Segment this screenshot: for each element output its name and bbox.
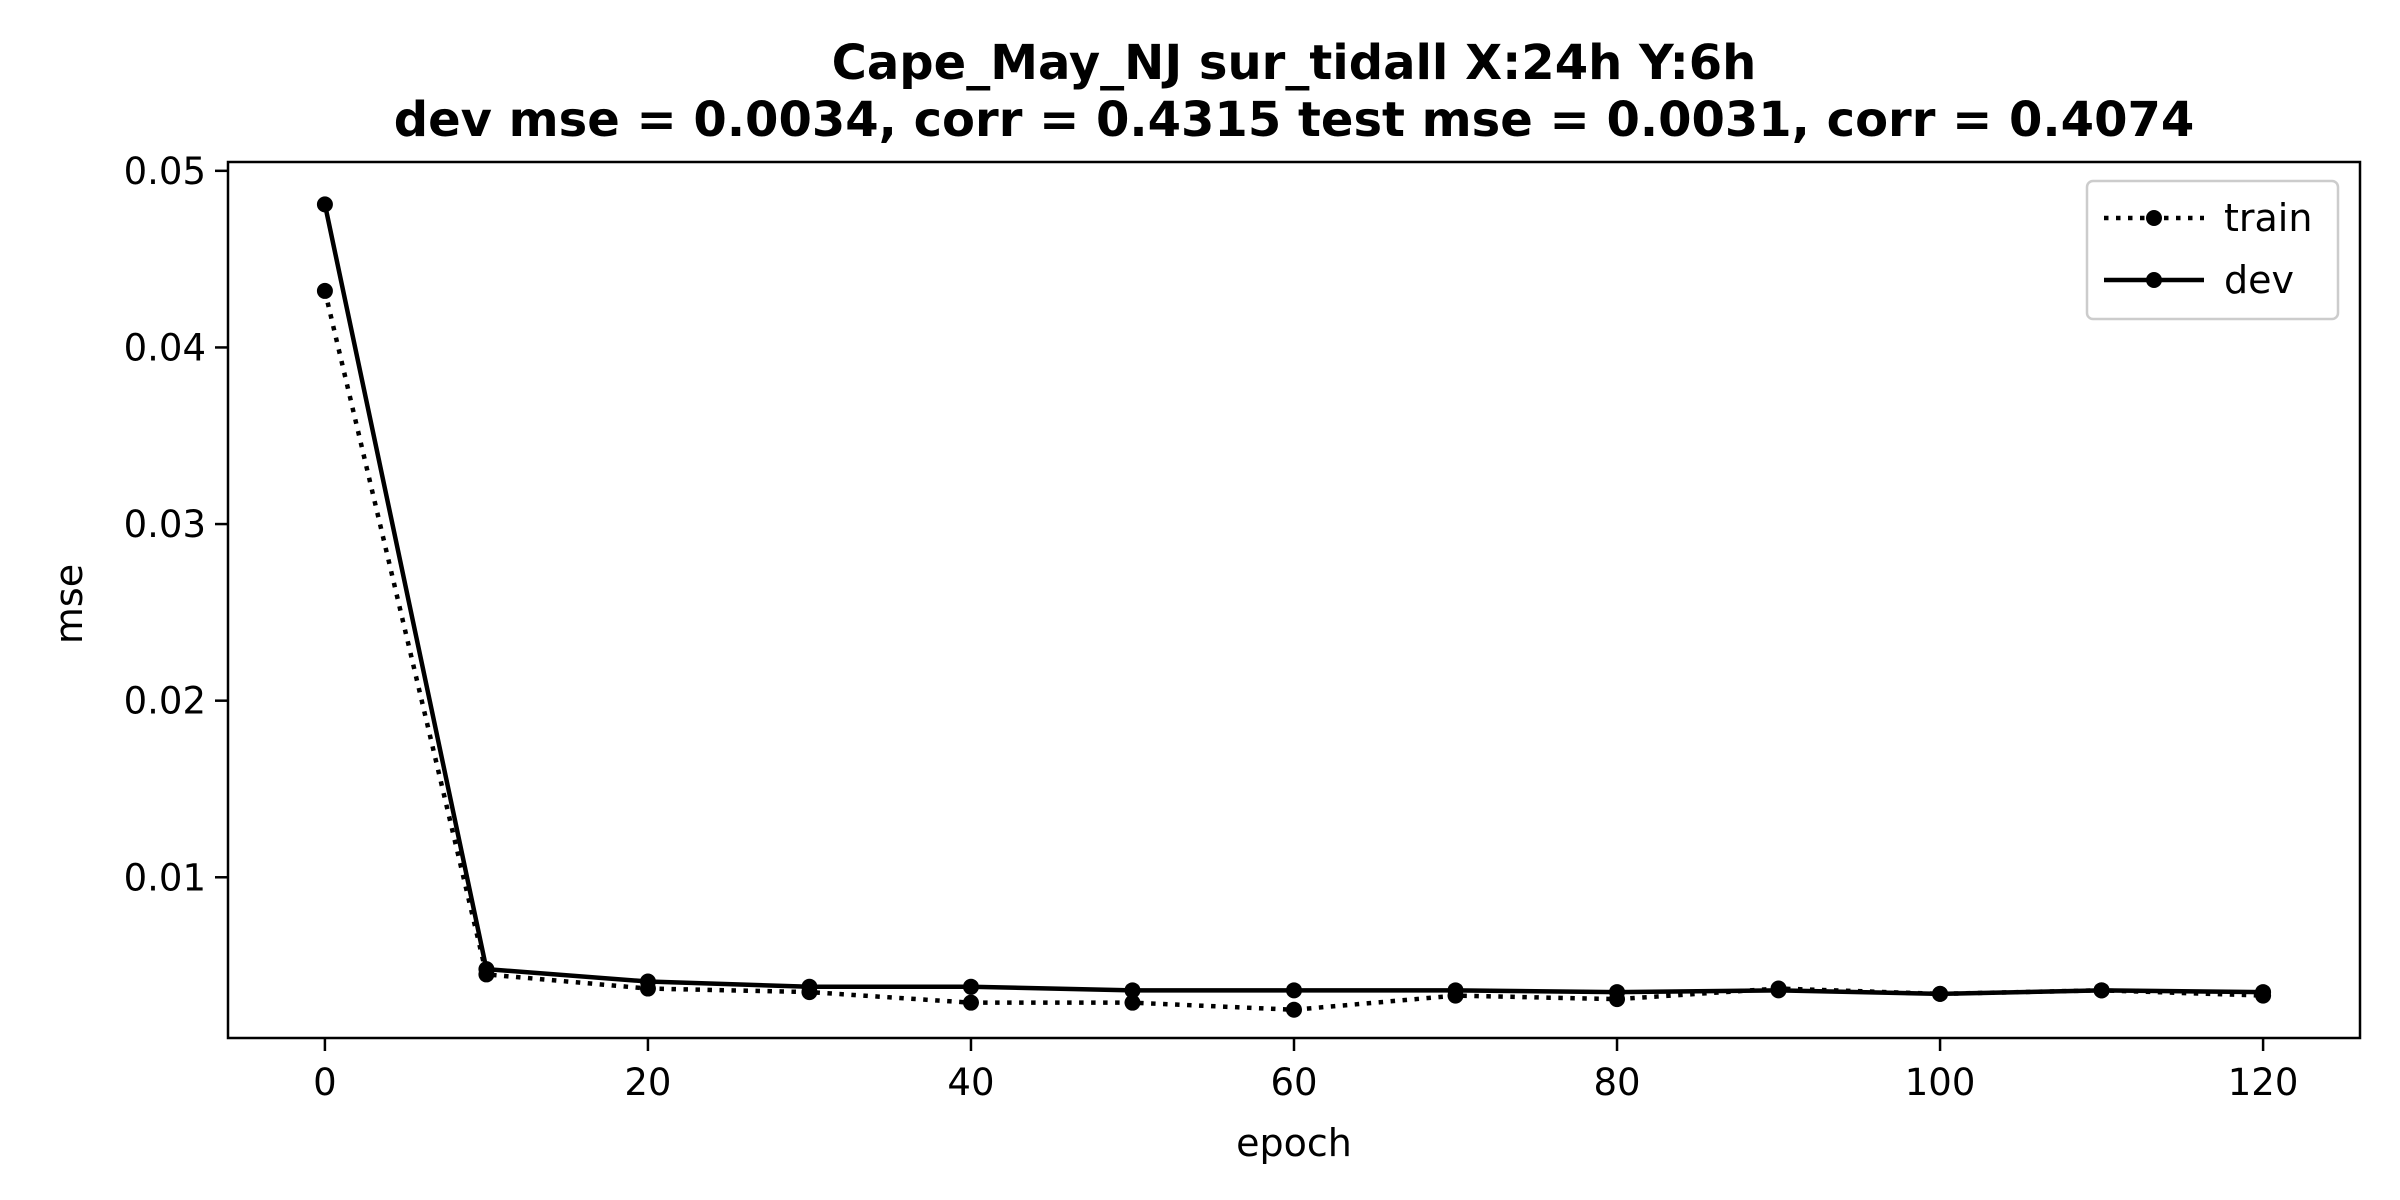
data-point-dev [1447, 982, 1464, 999]
legend: train dev [2085, 179, 2340, 321]
chart-title-line2: dev mse = 0.0034, corr = 0.4315 test mse… [394, 92, 2195, 148]
x-tick-label: 80 [1593, 1061, 1640, 1104]
data-point-train [1286, 1001, 1302, 1018]
data-point-dev [639, 973, 656, 990]
legend-marker-dev [2146, 272, 2162, 288]
plot-frame [226, 160, 2362, 1040]
data-point-dev [1124, 982, 1141, 999]
y-tick-label: 0.05 [124, 150, 206, 193]
data-point-dev [2093, 982, 2110, 999]
x-tick-label: 100 [1905, 1061, 1976, 1104]
data-point-train [316, 282, 333, 299]
series-line-train [322, 290, 2264, 1012]
y-tick-label: 0.03 [124, 503, 206, 546]
chart-title-line1: Cape_May_NJ sur_tidall X:24h Y:6h [832, 35, 1757, 91]
y-axis-label: mse [47, 564, 91, 644]
y-tick-label: 0.04 [124, 326, 206, 369]
data-point-dev [478, 961, 495, 978]
x-tick-label: 40 [947, 1061, 994, 1104]
x-tick-label: 20 [624, 1061, 671, 1104]
y-tick-label: 0.02 [124, 680, 206, 723]
data-point-dev [1770, 982, 1787, 999]
data-point-dev [1932, 985, 1949, 1002]
data-point-train [1124, 994, 1141, 1011]
x-tick-label: 0 [313, 1061, 337, 1104]
data-point-dev [962, 978, 979, 995]
x-tick-label: 120 [2228, 1061, 2299, 1104]
data-point-dev [1609, 984, 1626, 1001]
y-tick-label: 0.01 [124, 856, 206, 899]
x-axis-label: epoch [1236, 1121, 1352, 1165]
series-line-dev [322, 203, 2264, 997]
x-tick-label: 60 [1270, 1061, 1317, 1104]
legend-label-train: train [2224, 196, 2312, 240]
data-point-dev [2255, 984, 2272, 1001]
data-point-dev [316, 196, 333, 213]
data-point-train [962, 994, 979, 1011]
data-point-dev [1286, 982, 1302, 999]
data-point-dev [801, 978, 818, 995]
plot-area: 0 20 40 60 80 100 120 0.01 0.02 0.03 0.04 0.05 [124, 150, 2362, 1104]
legend-label-dev: dev [2224, 258, 2294, 302]
legend-marker-train [2146, 210, 2162, 226]
